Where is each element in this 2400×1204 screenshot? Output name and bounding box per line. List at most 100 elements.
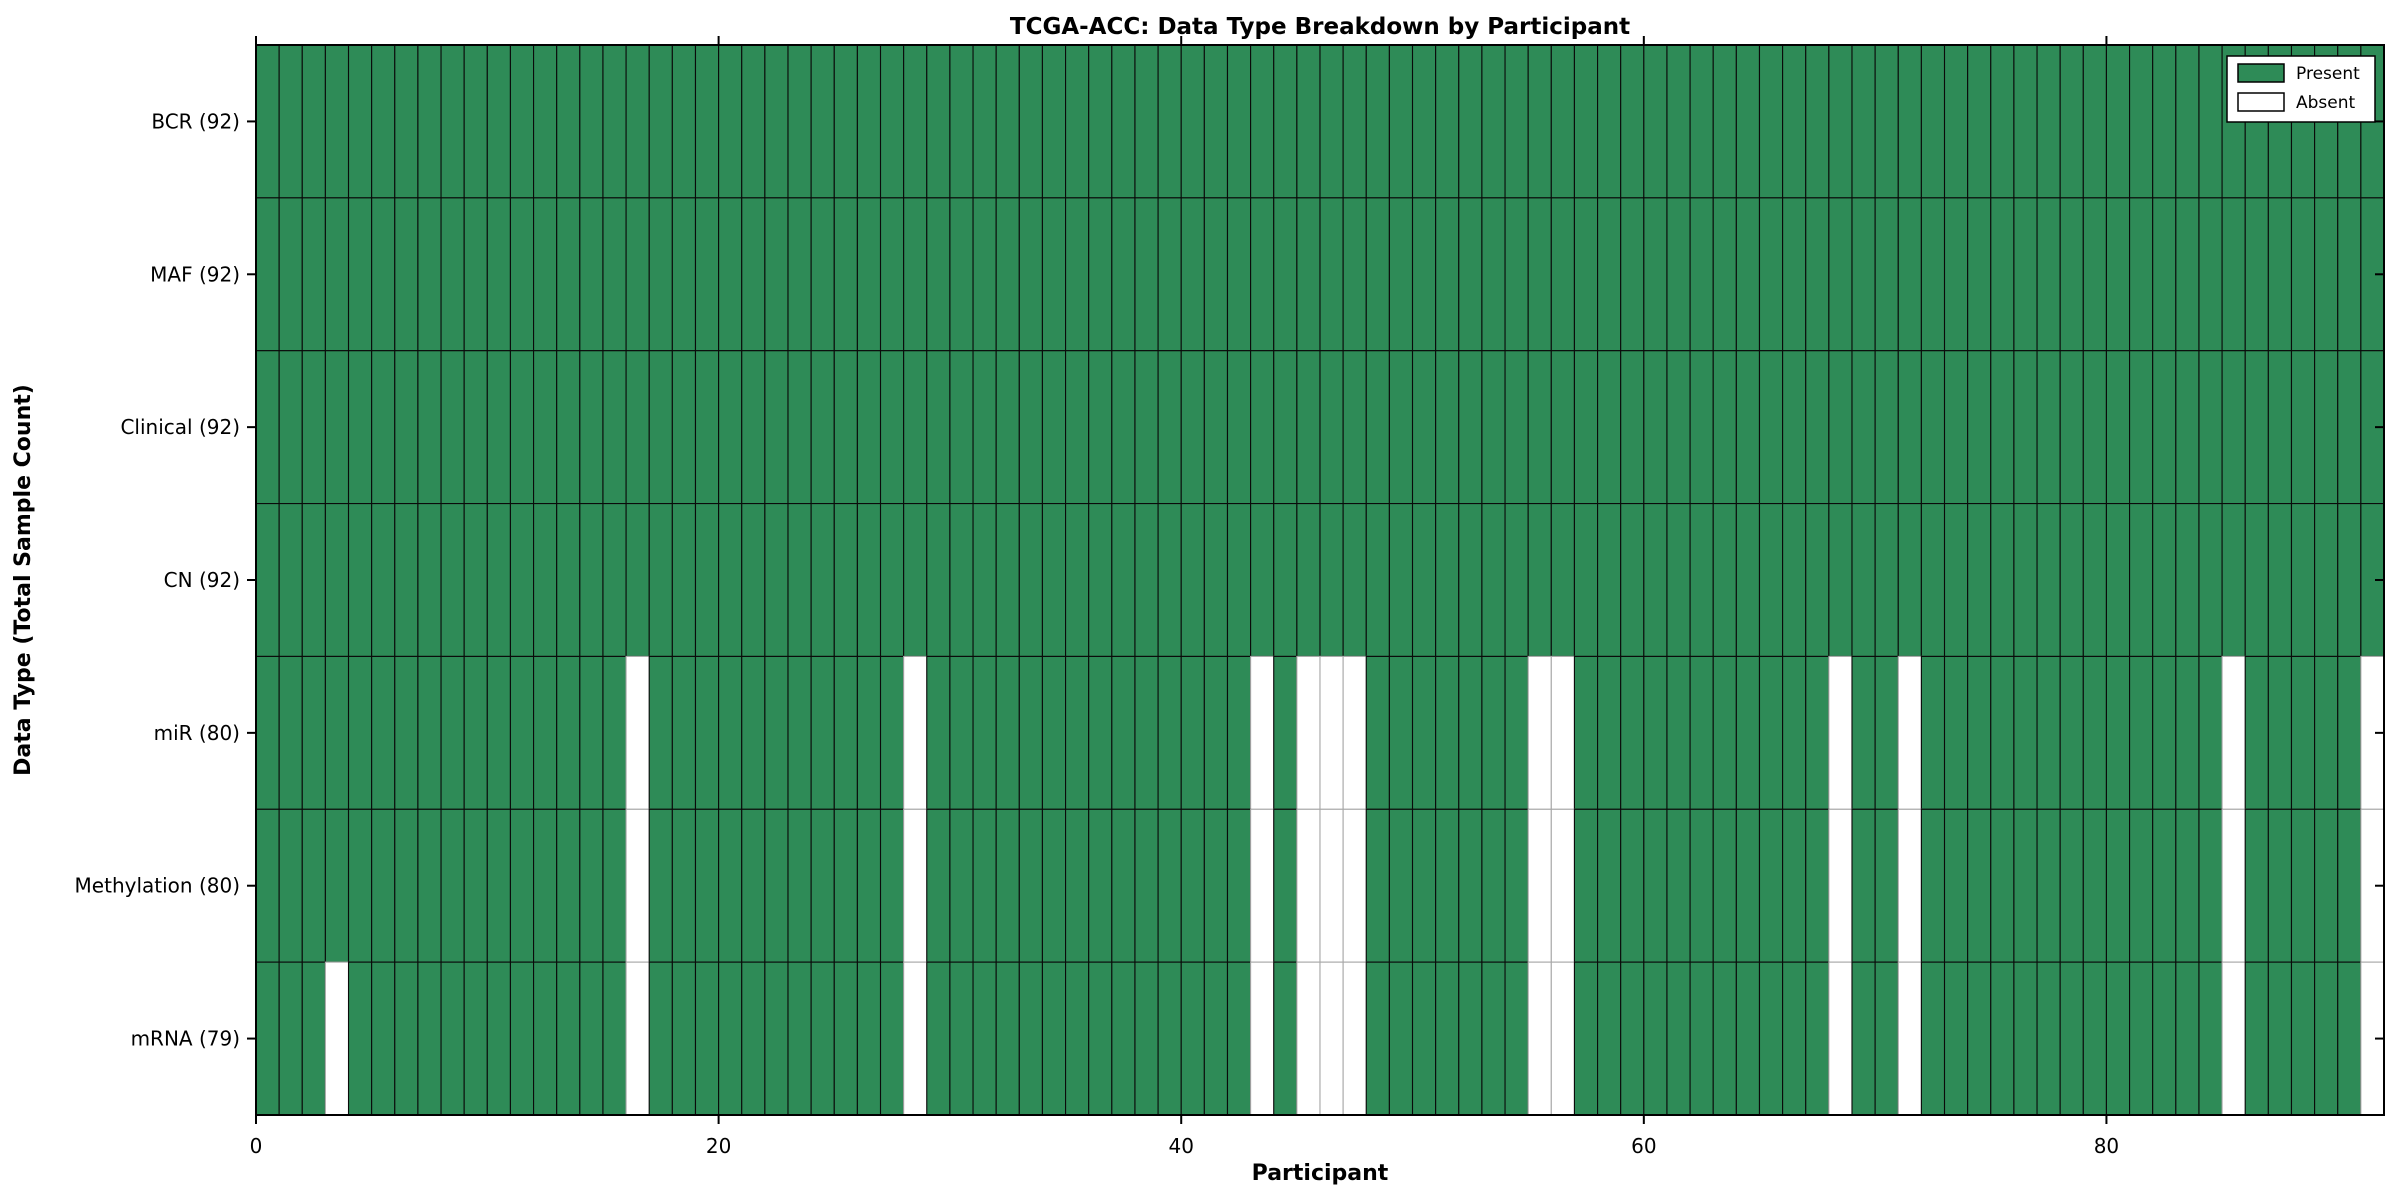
cell-mRNA-participant-7 <box>417 961 442 1116</box>
cell-MAF-participant-88 <box>2290 197 2316 352</box>
cell-MAF-participant-68 <box>1828 197 1853 352</box>
cell-mRNA-participant-70 <box>1874 961 1899 1116</box>
cell-Clinical-participant-44 <box>1273 350 1298 505</box>
cell-Methylation-participant-59 <box>1620 808 1645 963</box>
cell-MAF-participant-7 <box>417 197 442 352</box>
cell-mRNA-participant-79 <box>2082 961 2107 1116</box>
cell-BCR-participant-2 <box>301 44 326 199</box>
cell-MAF-participant-20 <box>718 197 743 352</box>
cell-Methylation-participant-17 <box>648 808 673 963</box>
cell-mRNA-participant-53 <box>1481 961 1506 1116</box>
cell-CN-participant-79 <box>2082 503 2107 657</box>
cell-Methylation-participant-22 <box>764 808 789 963</box>
cell-miR-participant-73 <box>1943 655 1969 810</box>
cell-mRNA-participant-90 <box>2337 961 2362 1116</box>
cell-mRNA-participant-74 <box>1967 961 1992 1116</box>
cell-Methylation-participant-3 <box>324 808 350 963</box>
cell-CN-participant-81 <box>2129 503 2154 657</box>
cell-miR-participant-22 <box>764 655 789 810</box>
cell-CN-participant-53 <box>1481 503 1506 657</box>
y-tick-label-mRNA: mRNA (79) <box>131 1027 240 1051</box>
cell-CN-participant-37 <box>1111 503 1136 657</box>
cell-BCR-participant-14 <box>579 44 604 199</box>
cell-MAF-participant-39 <box>1157 197 1182 352</box>
cell-mRNA-participant-62 <box>1689 961 1714 1116</box>
cell-CN-participant-1 <box>278 503 303 657</box>
cell-Methylation-participant-15 <box>602 808 627 963</box>
cell-mRNA-participant-48 <box>1365 961 1390 1116</box>
cell-mRNA-participant-18 <box>671 961 697 1116</box>
cell-Clinical-participant-47 <box>1342 350 1367 505</box>
cell-CN-participant-85 <box>2221 503 2246 657</box>
cell-MAF-participant-17 <box>648 197 673 352</box>
cell-BCR-participant-71 <box>1897 44 1922 199</box>
cell-MAF-participant-83 <box>2175 197 2200 352</box>
cell-mRNA-participant-5 <box>371 961 396 1116</box>
cell-Clinical-participant-13 <box>556 350 581 505</box>
cell-miR-participant-25 <box>833 655 858 810</box>
cell-Methylation-participant-40 <box>1180 808 1205 963</box>
cell-miR-participant-20 <box>718 655 743 810</box>
cell-miR-participant-8 <box>440 655 465 810</box>
cell-CN-participant-58 <box>1597 503 1622 657</box>
cell-mRNA-participant-32 <box>995 961 1020 1116</box>
cell-miR-participant-53 <box>1481 655 1506 810</box>
cell-Clinical-participant-36 <box>1088 350 1113 505</box>
cell-MAF-participant-57 <box>1573 197 1599 352</box>
cell-miR-participant-64 <box>1735 655 1761 810</box>
cell-CN-participant-27 <box>879 503 905 657</box>
cell-mRNA-participant-78 <box>2059 961 2084 1116</box>
cell-BCR-participant-20 <box>718 44 743 199</box>
cell-mRNA-participant-83 <box>2175 961 2200 1116</box>
cell-Clinical-participant-67 <box>1805 350 1830 505</box>
cell-Methylation-participant-33 <box>1018 808 1043 963</box>
cell-MAF-participant-6 <box>394 197 419 352</box>
cell-miR-participant-23 <box>787 655 812 810</box>
cell-mRNA-participant-21 <box>741 961 766 1116</box>
cell-MAF-participant-37 <box>1111 197 1136 352</box>
cell-MAF-participant-72 <box>1920 197 1946 352</box>
cell-BCR-participant-50 <box>1411 44 1437 199</box>
cell-mRNA-participant-72 <box>1920 961 1946 1116</box>
cell-MAF-participant-45 <box>1296 197 1321 352</box>
cell-CN-participant-39 <box>1157 503 1182 657</box>
cell-mRNA-participant-43 <box>1250 961 1275 1116</box>
cell-CN-participant-19 <box>694 503 720 657</box>
cell-Clinical-participant-52 <box>1458 350 1483 505</box>
cell-BCR-participant-21 <box>741 44 766 199</box>
cell-Methylation-participant-39 <box>1157 808 1182 963</box>
cell-mRNA-participant-31 <box>972 961 997 1116</box>
matrix-cells <box>255 44 2385 1116</box>
cell-MAF-participant-38 <box>1134 197 1159 352</box>
cell-MAF-participant-81 <box>2129 197 2154 352</box>
cell-MAF-participant-84 <box>2198 197 2223 352</box>
cell-miR-participant-87 <box>2267 655 2293 810</box>
cell-CN-participant-17 <box>648 503 673 657</box>
cell-Methylation-participant-75 <box>1990 808 2015 963</box>
cell-CN-participant-2 <box>301 503 326 657</box>
cell-mRNA-participant-82 <box>2152 961 2177 1116</box>
cell-Clinical-participant-71 <box>1897 350 1922 505</box>
cell-miR-participant-36 <box>1088 655 1113 810</box>
cell-Clinical-participant-9 <box>463 350 488 505</box>
cell-Methylation-participant-65 <box>1758 808 1784 963</box>
cell-mRNA-participant-25 <box>833 961 858 1116</box>
cell-BCR-participant-42 <box>1226 44 1252 199</box>
cell-Clinical-participant-65 <box>1758 350 1784 505</box>
cell-Clinical-participant-62 <box>1689 350 1714 505</box>
cell-miR-participant-15 <box>602 655 627 810</box>
cell-MAF-participant-64 <box>1735 197 1761 352</box>
cell-mRNA-participant-16 <box>625 961 650 1116</box>
cell-CN-participant-28 <box>903 503 928 657</box>
x-tick-label-60: 60 <box>1631 1134 1656 1158</box>
cell-miR-participant-31 <box>972 655 997 810</box>
cell-Clinical-participant-35 <box>1065 350 1090 505</box>
cell-Clinical-participant-4 <box>347 350 373 505</box>
cell-miR-participant-58 <box>1597 655 1622 810</box>
cell-CN-participant-50 <box>1411 503 1437 657</box>
cell-mRNA-participant-14 <box>579 961 604 1116</box>
cell-CN-participant-23 <box>787 503 812 657</box>
cell-mRNA-participant-6 <box>394 961 419 1116</box>
cell-Clinical-participant-46 <box>1319 350 1344 505</box>
cell-Clinical-participant-5 <box>371 350 396 505</box>
